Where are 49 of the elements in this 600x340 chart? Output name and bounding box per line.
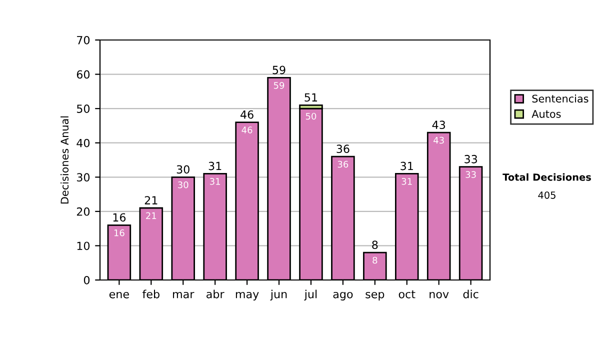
data-label: 30 xyxy=(178,181,188,188)
y-tick-label: 40 xyxy=(76,138,90,148)
total-label: 59 xyxy=(272,66,286,74)
data-label: 21 xyxy=(146,212,156,219)
total-label: 46 xyxy=(240,110,254,119)
x-tick-label: oct xyxy=(398,290,416,298)
data-label: 36 xyxy=(338,160,348,168)
total-label: 31 xyxy=(208,162,222,170)
total-label: 33 xyxy=(464,154,477,164)
y-tick-label: 30 xyxy=(76,173,90,182)
x-tick-label: sep xyxy=(366,292,384,300)
data-label: 31 xyxy=(210,178,220,185)
data-label: 50 xyxy=(306,112,316,120)
x-tick-label: abr xyxy=(206,290,224,298)
data-label: 43 xyxy=(434,136,444,144)
x-tick-label: may xyxy=(236,292,259,300)
x-tick-label: nov xyxy=(430,292,449,298)
y-tick-label: 20 xyxy=(76,207,90,216)
data-label: 31 xyxy=(402,178,412,185)
total-label: 51 xyxy=(304,93,318,102)
legend-label: Sentencias xyxy=(532,94,588,103)
total-label: 31 xyxy=(400,162,413,170)
y-tick-label: 60 xyxy=(76,70,90,79)
x-tick-label: jun xyxy=(270,290,287,300)
total-label: 36 xyxy=(336,144,350,154)
y-tick-label: 0 xyxy=(84,276,90,284)
x-tick-label: ene xyxy=(109,292,129,298)
data-label: 33 xyxy=(466,171,476,178)
x-tick-label: feb xyxy=(142,290,160,298)
data-label: 16 xyxy=(114,229,124,236)
total-label: 30 xyxy=(176,165,190,174)
y-tick-label: 10 xyxy=(77,242,90,250)
legend-label: Autos xyxy=(532,110,561,118)
x-tick-label: dic xyxy=(463,290,478,298)
y-axis-title: Decisiones Anual xyxy=(60,116,69,204)
text: 405 xyxy=(538,191,556,199)
total-label: 8 xyxy=(372,240,378,250)
data-label: 8 xyxy=(372,256,378,264)
total-label: 16 xyxy=(113,213,126,222)
total-label: 43 xyxy=(432,120,446,130)
text: Total Decisiones xyxy=(502,173,591,181)
y-tick-label: 50 xyxy=(76,104,90,113)
x-tick-label: ago xyxy=(333,292,353,300)
y-tick-label: 70 xyxy=(77,36,90,44)
data-label: 46 xyxy=(242,126,252,134)
x-tick-label: mar xyxy=(173,292,194,298)
x-tick-label: jul xyxy=(304,290,317,300)
total-label: 21 xyxy=(144,196,158,204)
data-label: 59 xyxy=(274,82,284,89)
